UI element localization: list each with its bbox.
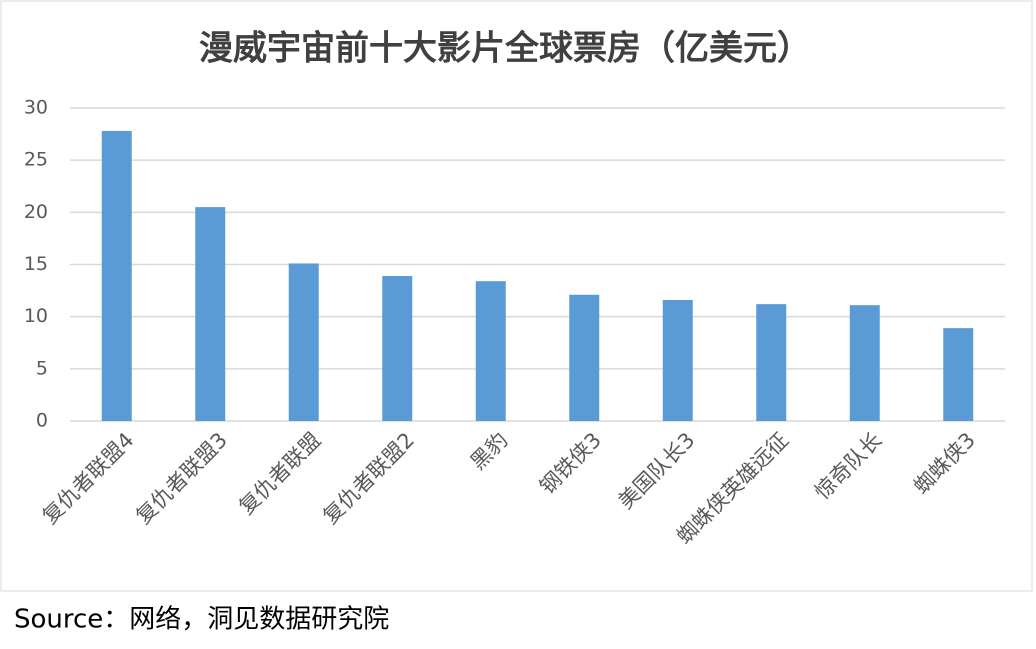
bar <box>756 304 787 421</box>
bar <box>662 299 693 421</box>
chart-frame <box>0 0 1033 592</box>
bar <box>849 305 880 421</box>
y-tick-label: 15 <box>24 253 48 275</box>
bar <box>288 263 319 421</box>
y-tick-label: 30 <box>24 97 48 119</box>
y-tick-label: 0 <box>36 410 48 432</box>
y-tick-label: 25 <box>24 149 48 171</box>
bar <box>101 130 132 421</box>
bar <box>943 328 974 421</box>
bar <box>382 275 413 421</box>
chart-title: 漫威宇宙前十大影片全球票房（亿美元） <box>199 29 811 69</box>
bar <box>569 294 600 421</box>
y-tick-label: 10 <box>24 305 48 327</box>
y-tick-label: 20 <box>24 201 48 223</box>
y-tick-label: 5 <box>36 357 48 379</box>
bar <box>475 281 506 421</box>
bar <box>195 207 226 421</box>
source-note: Source：网络，洞见数据研究院 <box>14 605 389 635</box>
